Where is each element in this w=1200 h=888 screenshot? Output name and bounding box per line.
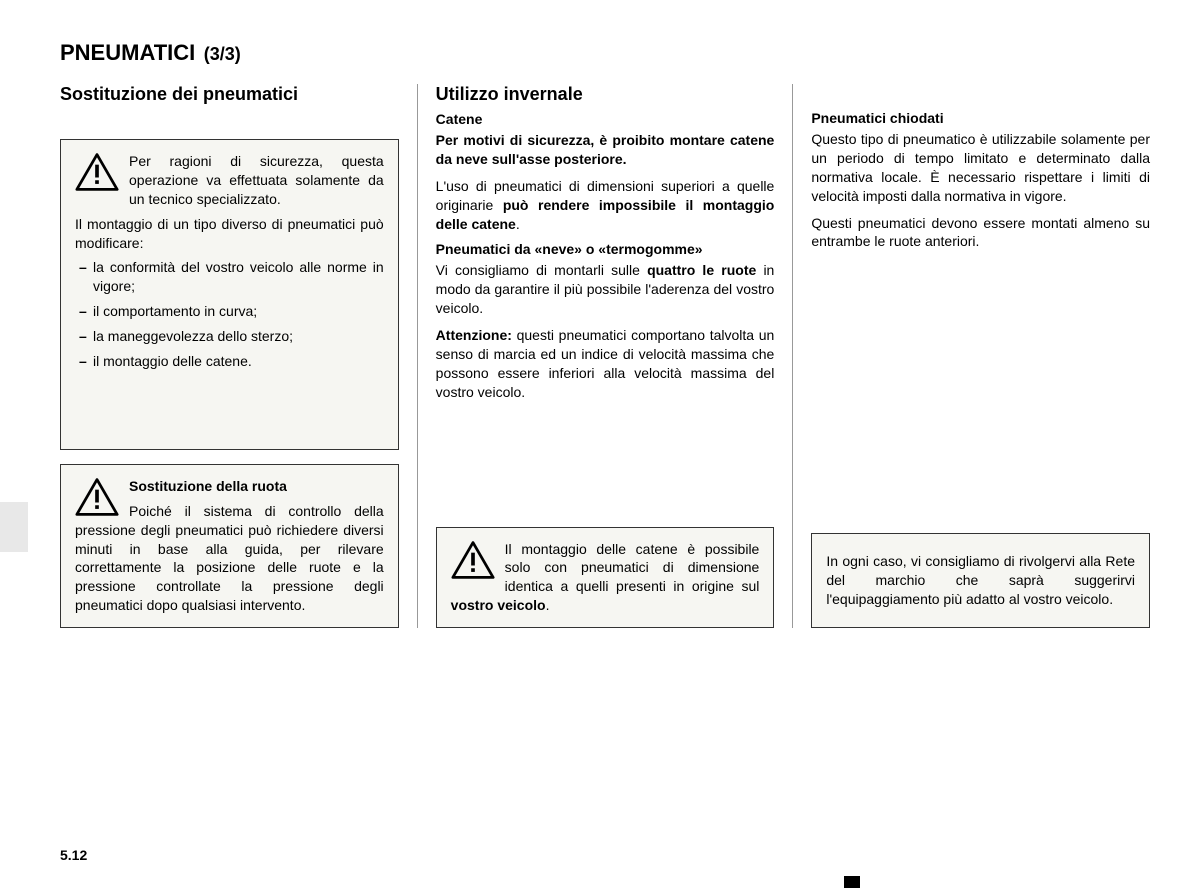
col2-p3: Vi consigliamo di montarli sulle quattro… [436, 261, 775, 318]
col2-box-a: Il montaggio delle catene è possibile so… [505, 541, 760, 595]
box2-body: Poiché il sistema di controllo della pre… [75, 503, 384, 613]
column-1: Sostituzione dei pneumatici Per ragioni … [60, 84, 418, 628]
page-title: PNEUMATICI [60, 40, 195, 65]
col3-info-box: In ogni caso, vi consigliamo di rivolger… [811, 533, 1150, 628]
page-counter: (3/3) [204, 44, 241, 64]
col2-heading: Utilizzo invernale [436, 84, 775, 105]
crop-mark [844, 876, 860, 888]
col1-heading: Sostituzione dei pneumatici [60, 84, 399, 105]
box1-intro: Per ragioni di sicurezza, questa operazi… [75, 152, 384, 209]
box2-title: Sostituzione della ruota [129, 478, 287, 494]
col2-p4: Attenzione: questi pneumatici comportano… [436, 326, 775, 402]
warning-icon [75, 152, 119, 192]
col3-p1: Questo tipo di pneumatico è utilizzabile… [811, 130, 1150, 206]
col2-sub1: Catene [436, 111, 775, 127]
column-2: Utilizzo invernale Catene Per motivi di … [418, 84, 794, 628]
col3-p2: Questi pneumatici devono essere montati … [811, 214, 1150, 252]
col2-p4a: Attenzione: [436, 327, 512, 343]
warning-icon [451, 540, 495, 580]
col2-p2: L'uso di pneumatici di dimensioni superi… [436, 177, 775, 234]
box1-item: il montaggio delle catene. [75, 352, 384, 371]
col2-p3b: quattro le ruote [647, 262, 756, 278]
col3-sub: Pneumatici chiodati [811, 110, 1150, 126]
page-content: PNEUMATICI (3/3) Sostituzione dei pneuma… [0, 0, 1200, 658]
box1-lead: Il montaggio di un tipo diverso di pneum… [75, 215, 384, 253]
side-tab [0, 502, 28, 552]
column-3: Pneumatici chiodati Questo tipo di pneum… [793, 84, 1150, 628]
col2-box-b: vostro veicolo [451, 597, 546, 613]
box1-list: la conformità del vostro veicolo alle no… [75, 258, 384, 370]
columns-container: Sostituzione dei pneumatici Per ragioni … [60, 84, 1150, 628]
col3-box-text: In ogni caso, vi consigliamo di rivolger… [826, 553, 1135, 607]
col2-box-c: . [546, 597, 550, 613]
box1-item: il comportamento in curva; [75, 302, 384, 321]
col2-p2c: . [516, 216, 520, 232]
col2-p3a: Vi consigliamo di montarli sulle [436, 262, 647, 278]
col1-warning-box-1: Per ragioni di sicurezza, questa operazi… [60, 139, 399, 450]
col2-warning-box: Il montaggio delle catene è possibile so… [436, 527, 775, 629]
col2-p1: Per motivi di sicurezza, è proibito mont… [436, 131, 775, 169]
col2-sub2: Pneumatici da «neve» o «termogomme» [436, 241, 775, 257]
warning-icon [75, 477, 119, 517]
page-number: 5.12 [60, 847, 87, 863]
box1-item: la maneggevolezza dello sterzo; [75, 327, 384, 346]
page-title-row: PNEUMATICI (3/3) [60, 40, 1150, 66]
col1-warning-box-2: Sostituzione della ruota Poiché il siste… [60, 464, 399, 628]
box1-item: la conformità del vostro veicolo alle no… [75, 258, 384, 296]
